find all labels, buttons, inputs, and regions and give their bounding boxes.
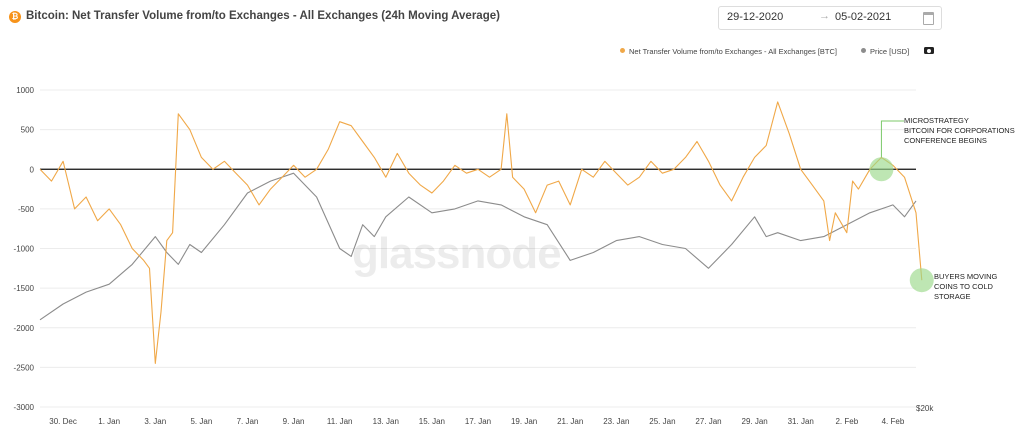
annotation-label: STORAGE [934, 292, 971, 301]
y-tick-label: -500 [18, 205, 35, 214]
date-to-field[interactable]: 05-02-2021 [835, 11, 892, 23]
annotation-label: BITCOIN FOR CORPORATIONS [904, 126, 1015, 135]
bitcoin-icon: ₿ [9, 11, 21, 23]
series-lines [39, 101, 923, 364]
x-tick-label: 19. Jan [511, 417, 537, 426]
x-tick-label: 13. Jan [373, 417, 399, 426]
watermark: glassnode [352, 229, 561, 278]
y-tick-label: -3000 [14, 403, 35, 412]
date-range-picker[interactable]: 29-12-2020 → 05-02-2021 [718, 6, 942, 30]
x-tick-label: 29. Jan [742, 417, 768, 426]
arrow-right-icon: → [819, 10, 830, 22]
camera-icon[interactable] [924, 47, 934, 54]
x-tick-label: 7. Jan [237, 417, 259, 426]
annotation-marker [869, 157, 894, 182]
legend-label-net-transfer: Net Transfer Volume from/to Exchanges - … [629, 47, 838, 56]
calendar-icon[interactable] [923, 12, 934, 25]
chart-header: ₿ Bitcoin: Net Transfer Volume from/to E… [0, 0, 1024, 34]
x-tick-label: 15. Jan [419, 417, 445, 426]
y-axis-ticks: 1000 500 0 -500 -1000 -1500 -2000 -2500 -3000 [14, 86, 35, 412]
chart-title: Bitcoin: Net Transfer Volume from/to Exc… [26, 10, 500, 22]
y-tick-label: -1500 [14, 284, 35, 293]
x-tick-label: 21. Jan [557, 417, 583, 426]
x-tick-label: 23. Jan [603, 417, 629, 426]
price-line [39, 172, 917, 321]
x-tick-label: 3. Jan [144, 417, 166, 426]
y-right-tick-label: $20k [916, 404, 934, 413]
x-tick-label: 5. Jan [190, 417, 212, 426]
x-tick-label: 9. Jan [283, 417, 305, 426]
annotation-label: MICROSTRATEGY [904, 116, 969, 125]
annotation-label: BUYERS MOVING [934, 272, 998, 281]
annotation-label: COINS TO COLD [934, 282, 993, 291]
x-tick-label: 2. Feb [835, 417, 858, 426]
x-axis-ticks: 30. Dec 1. Jan 3. Jan 5. Jan 7. Jan 9. Jan 11.… [49, 417, 905, 426]
y-tick-label: -2000 [14, 324, 35, 333]
annotation-leader [880, 120, 904, 158]
annotation-marker [909, 268, 934, 293]
x-tick-label: 4. Feb [882, 417, 905, 426]
x-tick-label: 30. Dec [49, 417, 77, 426]
date-from-field[interactable]: 29-12-2020 [727, 11, 784, 23]
legend-item-net-transfer[interactable]: Net Transfer Volume from/to Exchanges - … [620, 47, 837, 56]
x-tick-label: 27. Jan [695, 417, 721, 426]
y-tick-label: 500 [21, 126, 35, 135]
x-tick-label: 11. Jan [327, 417, 353, 426]
net-transfer-line [39, 101, 923, 364]
y-tick-label: -2500 [14, 363, 35, 372]
annotation-label: CONFERENCE BEGINS [904, 136, 987, 145]
x-tick-label: 31. Jan [788, 417, 814, 426]
y-tick-label: -1000 [14, 245, 35, 254]
y-tick-label: 1000 [16, 86, 34, 95]
x-tick-label: 25. Jan [649, 417, 675, 426]
legend-label-price: Price [USD] [870, 47, 910, 56]
x-tick-label: 17. Jan [465, 417, 491, 426]
x-tick-label: 1. Jan [98, 417, 120, 426]
legend-item-price[interactable]: Price [USD] [861, 47, 909, 56]
legend-swatch-price [861, 48, 866, 53]
legend-swatch-net-transfer [620, 48, 625, 53]
y-tick-label: 0 [30, 165, 35, 174]
